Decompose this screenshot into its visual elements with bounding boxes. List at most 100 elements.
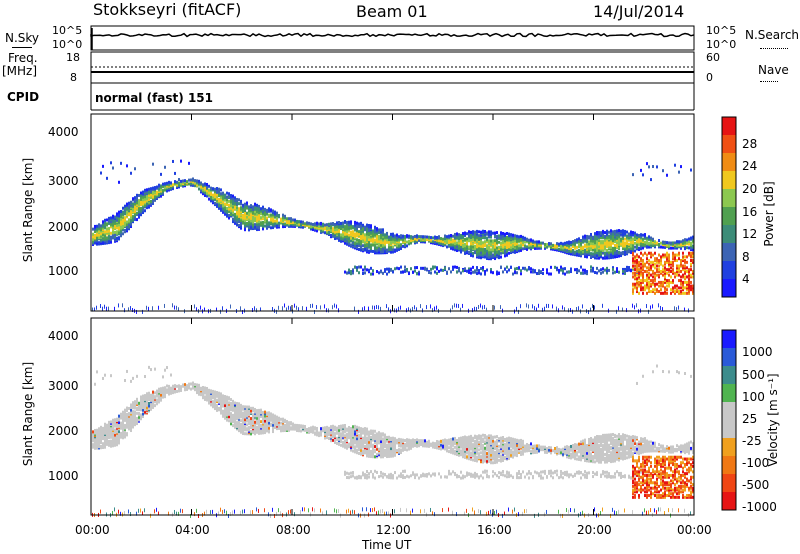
power-cell [94, 241, 96, 245]
power-cell [336, 304, 337, 309]
velocity-cell [300, 429, 302, 433]
power-cell [366, 232, 368, 236]
power-cell [484, 272, 486, 276]
velocity-cell [234, 509, 235, 514]
power-cell [676, 284, 678, 288]
power-cell [348, 268, 350, 272]
power-cell [350, 225, 352, 229]
velocity-cell [128, 509, 129, 514]
velocity-cell [118, 435, 120, 439]
power-cell [606, 242, 608, 246]
power-cell [244, 205, 246, 209]
velocity-cell [132, 410, 134, 414]
power-cell [228, 216, 230, 220]
velocity-cell [128, 423, 130, 427]
power-cell [652, 282, 654, 286]
velocity-cell [252, 418, 254, 422]
power-cell [642, 291, 644, 295]
power-cell [678, 251, 680, 255]
power-cell [310, 304, 311, 309]
power-cell [488, 241, 490, 245]
velocity-cell [118, 421, 120, 425]
power-cell [274, 210, 276, 214]
power-cell [638, 273, 640, 277]
power-cell [362, 239, 364, 243]
power-cell [642, 286, 644, 290]
power-cell [478, 230, 480, 234]
power-cell [114, 215, 116, 219]
power-cell [612, 230, 614, 234]
power-cell [492, 271, 494, 275]
power-cell [640, 269, 642, 273]
power-cell [672, 290, 674, 294]
power-cell [416, 272, 418, 276]
velocity-cell [96, 436, 98, 440]
power-cell [688, 282, 690, 286]
power-cell [520, 269, 522, 273]
power-cell [502, 239, 504, 243]
power-cell [388, 240, 390, 244]
power-cell [568, 240, 570, 244]
velocity-cell [242, 509, 243, 514]
power-cell [262, 220, 264, 224]
power-cell [666, 271, 668, 275]
power-cell [504, 254, 506, 258]
power-cell [448, 234, 450, 238]
power-cell [610, 229, 612, 233]
power-cell [98, 236, 100, 240]
power-cell [634, 259, 636, 263]
power-cell [598, 248, 600, 252]
power-cell [690, 241, 692, 245]
power-cell [100, 224, 102, 228]
power-cell [214, 187, 216, 191]
power-cell [494, 305, 495, 310]
velocity-cell [92, 434, 94, 438]
power-cell [102, 306, 103, 311]
power-cell [178, 181, 180, 185]
power-cell [492, 244, 494, 248]
power-cell [438, 235, 440, 239]
power-cell [476, 266, 478, 270]
power-cell [390, 232, 392, 236]
power-cell [142, 200, 144, 204]
power-cell [382, 228, 384, 232]
velocity-cell [308, 508, 309, 513]
velocity-cell [114, 433, 116, 437]
power-cell [402, 270, 404, 274]
power-cell [432, 308, 433, 313]
power-cell [394, 240, 396, 244]
power-cell [674, 306, 675, 311]
power-cell [594, 232, 596, 236]
power-cell [562, 271, 564, 275]
velocity-cell [258, 430, 260, 434]
velocity-cell [224, 412, 226, 416]
power-cell [432, 236, 434, 240]
power-cell [688, 280, 690, 284]
velocity-cell [112, 418, 114, 422]
velocity-cell [180, 385, 182, 389]
velocity-cell [206, 386, 208, 390]
power-cell [660, 245, 662, 249]
power-cell [456, 270, 458, 274]
power-cell [502, 270, 504, 274]
velocity-cell [200, 386, 202, 390]
power-cell [536, 240, 538, 244]
velocity-cell [246, 423, 248, 427]
velocity-cell [286, 419, 288, 423]
power-cell [120, 230, 122, 234]
velocity-cell [218, 391, 220, 395]
power-cell [318, 224, 320, 228]
power-cell [678, 286, 680, 290]
power-cell [386, 231, 388, 235]
power-cell [162, 185, 164, 189]
power-cell [692, 235, 694, 239]
power-cell [360, 246, 362, 250]
power-cell [374, 247, 376, 251]
power-cell [680, 275, 682, 279]
velocity-cell [148, 404, 150, 408]
power-cell [612, 232, 614, 236]
velocity-cell [288, 421, 290, 425]
velocity-cell [212, 400, 214, 404]
velocity-cell [202, 393, 204, 397]
power-cell [624, 237, 626, 241]
